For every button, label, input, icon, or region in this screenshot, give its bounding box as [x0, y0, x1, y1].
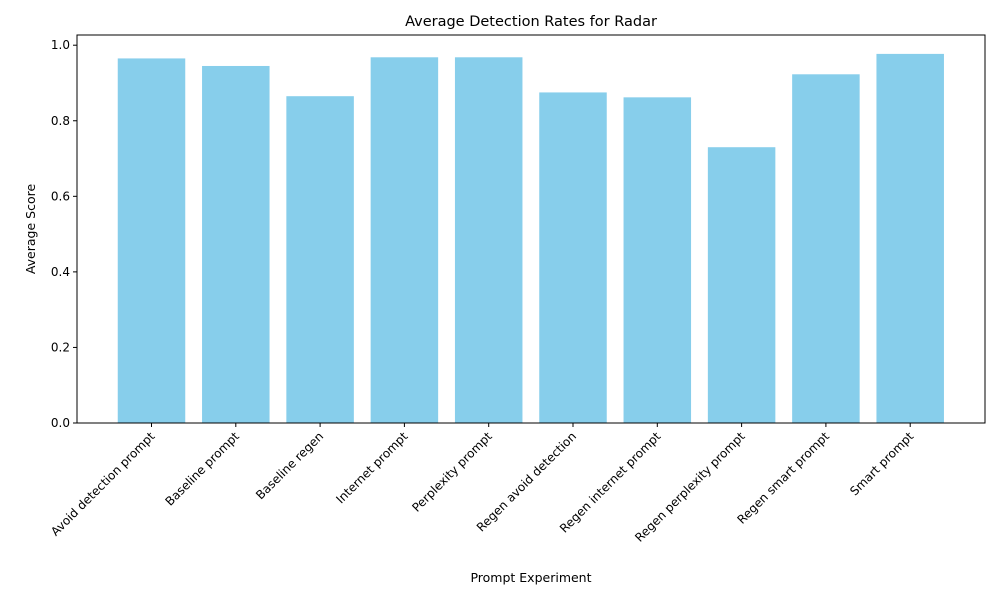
x-tick-label: Regen smart prompt	[734, 429, 832, 527]
x-axis-label: Prompt Experiment	[470, 570, 591, 585]
x-tick-label: Baseline regen	[253, 429, 326, 502]
plot-frame	[76, 34, 986, 424]
bar-6	[623, 97, 692, 423]
y-tick-label: 0.2	[51, 340, 70, 354]
bar-9	[876, 53, 944, 423]
x-tick-label: Internet prompt	[333, 429, 410, 506]
bar-3	[370, 57, 439, 423]
y-tick-label: 0.0	[51, 416, 70, 430]
x-tick-label: Baseline prompt	[162, 429, 242, 509]
bar-7	[707, 147, 776, 423]
x-tick-label: Smart prompt	[847, 429, 916, 498]
chart-title: Average Detection Rates for Radar	[405, 14, 657, 30]
x-tick-label: Perplexity prompt	[409, 429, 495, 515]
y-tick-label: 0.8	[51, 114, 70, 128]
x-axis-ticks: Avoid detection prompt Baseline prompt Bas…	[48, 423, 917, 545]
bar-0	[117, 58, 186, 424]
y-tick-label: 0.4	[51, 265, 70, 279]
bar-2	[286, 96, 354, 423]
bar-8	[792, 74, 860, 423]
bars-group	[117, 53, 944, 424]
y-tick-label: 0.6	[51, 189, 70, 203]
y-tick-label: 1.0	[51, 38, 70, 52]
bar-1	[202, 65, 270, 423]
y-axis-label: Average Score	[23, 184, 38, 275]
x-tick-label: Avoid detection prompt	[48, 429, 158, 539]
bar-4	[454, 57, 523, 423]
bar-5	[539, 92, 607, 424]
y-axis-ticks: 0.0 0.2 0.4 0.6 0.8 1.0	[51, 38, 77, 430]
